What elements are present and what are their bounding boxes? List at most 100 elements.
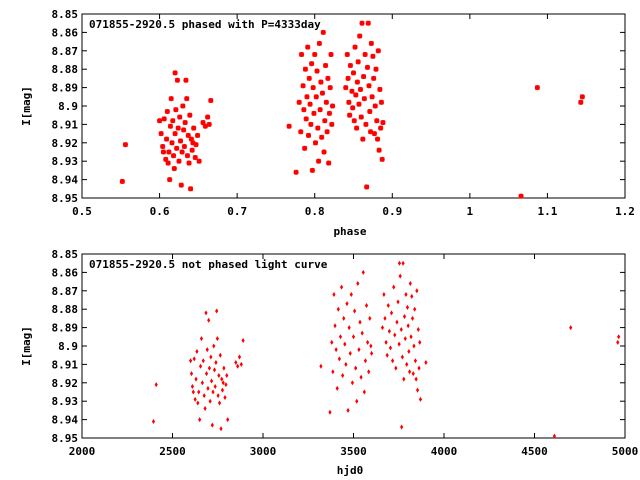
data-point — [424, 360, 428, 366]
data-point — [321, 149, 327, 155]
axis-ticks: 0.5 0.6 0.7 0.8 0.9 1 1.1 1.2 8.85 8.86 8.87 8.88 8.… — [52, 8, 635, 218]
data-point — [396, 299, 400, 305]
data-point — [217, 400, 222, 406]
data-point — [180, 103, 186, 109]
data-point — [307, 101, 313, 107]
data-point — [334, 347, 338, 353]
data-point — [371, 75, 377, 81]
data-point — [190, 383, 195, 389]
data-point — [353, 92, 359, 98]
data-point — [166, 149, 172, 155]
data-point — [222, 365, 226, 371]
unphased-light-curve-plot: 2000 2500 3000 3500 4000 4500 5000 8.85 8.86 8.87… — [20, 248, 638, 477]
data-point — [355, 59, 361, 65]
data-point — [173, 107, 179, 113]
data-point — [368, 315, 372, 321]
data-point — [380, 120, 386, 126]
data-point — [401, 260, 405, 266]
data-point — [174, 77, 180, 83]
data-point — [167, 123, 173, 129]
data-point — [387, 328, 391, 334]
y-tick-label: 8.88 — [52, 303, 79, 316]
data-point — [367, 108, 373, 115]
data-point — [361, 269, 365, 275]
x-tick-label: 0.9 — [382, 205, 402, 218]
data-point — [343, 341, 347, 347]
data-point — [415, 288, 419, 294]
data-point — [199, 336, 204, 342]
data-point — [414, 376, 418, 382]
data-point — [348, 350, 352, 356]
data-point — [360, 330, 364, 336]
data-point — [356, 101, 362, 107]
data-point — [206, 385, 210, 391]
data-point — [578, 99, 584, 105]
data-point — [188, 186, 194, 192]
data-point — [320, 29, 326, 35]
data-point — [359, 20, 365, 26]
data-points — [119, 20, 585, 199]
y-tick-label: 8.94 — [52, 414, 79, 427]
data-point — [305, 44, 311, 50]
data-point — [314, 68, 320, 74]
data-point — [171, 166, 177, 172]
data-point — [350, 70, 357, 76]
data-point — [239, 361, 243, 367]
data-point — [617, 334, 621, 340]
data-point — [322, 118, 328, 124]
data-point — [237, 354, 242, 360]
data-point — [328, 51, 334, 58]
data-point — [388, 345, 393, 351]
data-point — [358, 114, 364, 120]
data-point — [318, 79, 324, 85]
data-point — [347, 325, 351, 331]
data-point — [205, 347, 209, 353]
y-tick-label: 8.89 — [52, 322, 79, 335]
data-point — [386, 303, 390, 309]
x-tick-label: 4500 — [521, 445, 548, 458]
data-point — [224, 382, 228, 388]
data-point — [176, 158, 182, 164]
data-point — [350, 105, 356, 111]
data-point — [185, 132, 191, 138]
data-point — [217, 372, 221, 378]
data-point — [326, 110, 332, 116]
y-tick-label: 8.93 — [52, 155, 79, 168]
data-point — [220, 376, 224, 382]
data-point — [379, 156, 385, 162]
y-tick-label: 8.89 — [52, 82, 79, 95]
data-point — [165, 160, 171, 166]
data-point — [196, 158, 202, 164]
y-tick-label: 8.93 — [52, 395, 79, 408]
data-point — [313, 94, 319, 100]
data-point — [338, 334, 343, 340]
data-point — [390, 358, 395, 364]
data-point — [409, 334, 413, 340]
data-point — [303, 116, 309, 122]
y-tick-label: 8.95 — [52, 192, 79, 205]
data-point — [362, 389, 366, 395]
x-tick-label: 0.7 — [227, 205, 247, 218]
data-point — [324, 129, 330, 135]
data-point — [355, 398, 359, 404]
data-point — [191, 125, 197, 131]
y-tick-label: 8.87 — [52, 45, 79, 58]
data-point — [363, 358, 368, 364]
data-point — [298, 51, 305, 58]
data-point — [195, 132, 201, 138]
data-point — [192, 356, 196, 362]
data-point — [385, 352, 389, 358]
data-point — [372, 103, 378, 109]
data-point — [397, 341, 401, 347]
data-point — [175, 125, 181, 131]
data-point — [365, 20, 371, 26]
data-point — [349, 291, 353, 297]
data-point — [309, 61, 315, 67]
data-point — [164, 108, 170, 115]
x-tick-label: 4000 — [431, 445, 458, 458]
data-point — [413, 306, 417, 312]
x-tick-label: 0.5 — [72, 205, 92, 218]
plot-frame — [81, 253, 626, 439]
data-point — [202, 123, 208, 129]
